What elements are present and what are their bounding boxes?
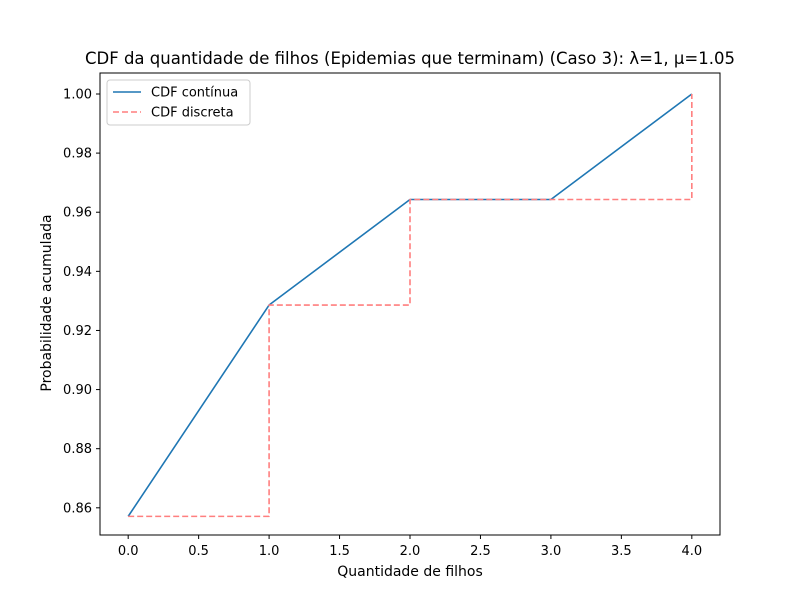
- x-tick-label: 1.5: [329, 544, 350, 559]
- chart-title: CDF da quantidade de filhos (Epidemias q…: [85, 49, 735, 68]
- y-tick-label: 0.96: [63, 206, 92, 221]
- x-tick-label: 3.5: [611, 544, 632, 559]
- legend-box: [106, 79, 251, 126]
- x-tick-label: 2.5: [470, 544, 491, 559]
- x-axis-label: Quantidade de filhos: [337, 564, 483, 580]
- x-tick-label: 3.0: [541, 544, 562, 559]
- x-tick-label: 2.0: [400, 544, 421, 559]
- y-tick-label: 0.92: [63, 324, 92, 339]
- legend: CDF contínua CDF discreta: [106, 79, 251, 126]
- y-tick-label: 0.94: [63, 265, 92, 280]
- legend-label: CDF discreta: [151, 106, 234, 121]
- x-tick-label: 1.0: [259, 544, 280, 559]
- x-tick-label: 0.5: [188, 544, 209, 559]
- x-tick-label: 0.0: [118, 544, 139, 559]
- series-line-discrete-cdf: [128, 93, 693, 518]
- x-axis: 0.0 0.5 1.0 1.5 2.0 2.5 3.0 3.5 4.0: [118, 535, 702, 559]
- y-tick-label: 0.86: [63, 501, 92, 516]
- x-tick-label: 4.0: [681, 544, 702, 559]
- y-axis: 0.86 0.88 0.90 0.92 0.94 0.96 0.98 1.00: [63, 87, 100, 516]
- y-tick-label: 0.88: [63, 442, 92, 457]
- y-axis-label: Probabilidade acumulada: [39, 214, 55, 391]
- y-tick-label: 0.90: [63, 383, 92, 398]
- y-tick-label: 0.98: [63, 147, 92, 162]
- legend-label: CDF contínua: [151, 86, 238, 101]
- y-tick-label: 1.00: [63, 87, 92, 102]
